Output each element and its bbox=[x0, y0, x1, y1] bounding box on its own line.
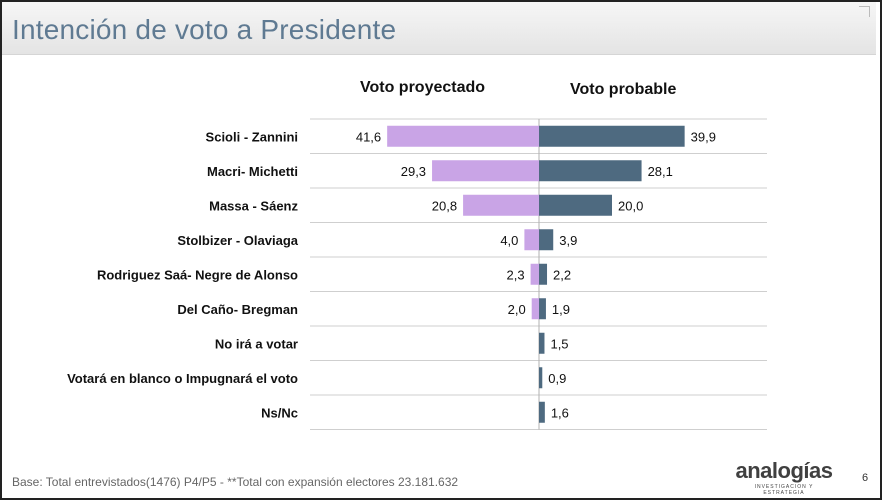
value-label-voto-probable: 1,9 bbox=[552, 302, 570, 317]
bar-voto-probable bbox=[539, 125, 685, 147]
logo-tagline: INVESTIGACION Y ESTRATEGIA bbox=[754, 484, 814, 496]
category-label: Del Caño- Bregman bbox=[177, 302, 298, 317]
bar-voto-probable bbox=[539, 367, 543, 389]
category-label: Massa - Sáenz bbox=[209, 198, 298, 213]
title-bar: Intención de voto a Presidente bbox=[2, 2, 876, 55]
value-label-voto-probable: 3,9 bbox=[559, 233, 577, 248]
bar-voto-proyectado bbox=[524, 229, 539, 251]
value-label-voto-probable: 1,5 bbox=[550, 336, 568, 351]
bar-voto-probable bbox=[539, 263, 548, 285]
category-label: No irá a votar bbox=[215, 336, 298, 351]
chart: Scioli - Zannini 41,6 39,9 Macri- Michetti 2… bbox=[67, 118, 767, 430]
value-label-voto-proyectado: 4,0 bbox=[500, 233, 518, 248]
category-label: Rodriguez Saá- Negre de Alonso bbox=[97, 267, 298, 282]
category-label: Macri- Michetti bbox=[207, 164, 298, 179]
value-label-voto-proyectado: 2,0 bbox=[508, 302, 526, 317]
value-label-voto-proyectado: 20,8 bbox=[432, 198, 457, 213]
value-label-voto-probable: 0,9 bbox=[548, 371, 566, 386]
bar-voto-probable bbox=[539, 332, 545, 354]
value-label-voto-proyectado: 2,3 bbox=[507, 267, 525, 282]
bar-voto-probable bbox=[539, 229, 554, 251]
series-header-probable: Voto probable bbox=[570, 81, 677, 98]
page-number: 6 bbox=[862, 472, 869, 484]
bar-voto-probable bbox=[539, 401, 545, 423]
analogias-logo: analogías INVESTIGACION Y ESTRATEGIA bbox=[734, 458, 834, 497]
slide-title: Intención de voto a Presidente bbox=[12, 14, 397, 45]
footer-note: Base: Total entrevistados(1476) P4/P5 - … bbox=[12, 475, 459, 489]
category-label: Votará en blanco o Impugnará el voto bbox=[67, 371, 298, 386]
bar-voto-proyectado bbox=[463, 194, 539, 216]
bar-voto-proyectado bbox=[432, 160, 539, 182]
bar-voto-probable bbox=[539, 194, 612, 216]
bar-voto-proyectado bbox=[387, 125, 539, 147]
category-label: Stolbizer - Olaviaga bbox=[177, 233, 298, 248]
bar-voto-probable bbox=[539, 298, 546, 320]
series-header-projected: Voto proyectado bbox=[360, 79, 486, 96]
value-label-voto-probable: 1,6 bbox=[551, 405, 569, 420]
value-label-voto-probable: 2,2 bbox=[553, 267, 571, 282]
category-label: Ns/Nc bbox=[261, 405, 298, 420]
bar-voto-proyectado bbox=[531, 298, 539, 320]
bar-voto-probable bbox=[539, 160, 642, 182]
value-label-voto-probable: 39,9 bbox=[691, 129, 716, 144]
logo-wordmark: analogías bbox=[735, 458, 833, 483]
value-label-voto-probable: 28,1 bbox=[648, 164, 673, 179]
corner-mark bbox=[859, 6, 870, 17]
category-label: Scioli - Zannini bbox=[206, 129, 298, 144]
value-label-voto-proyectado: 29,3 bbox=[401, 164, 426, 179]
bar-voto-proyectado bbox=[530, 263, 539, 285]
value-label-voto-probable: 20,0 bbox=[618, 198, 643, 213]
value-label-voto-proyectado: 41,6 bbox=[356, 129, 381, 144]
